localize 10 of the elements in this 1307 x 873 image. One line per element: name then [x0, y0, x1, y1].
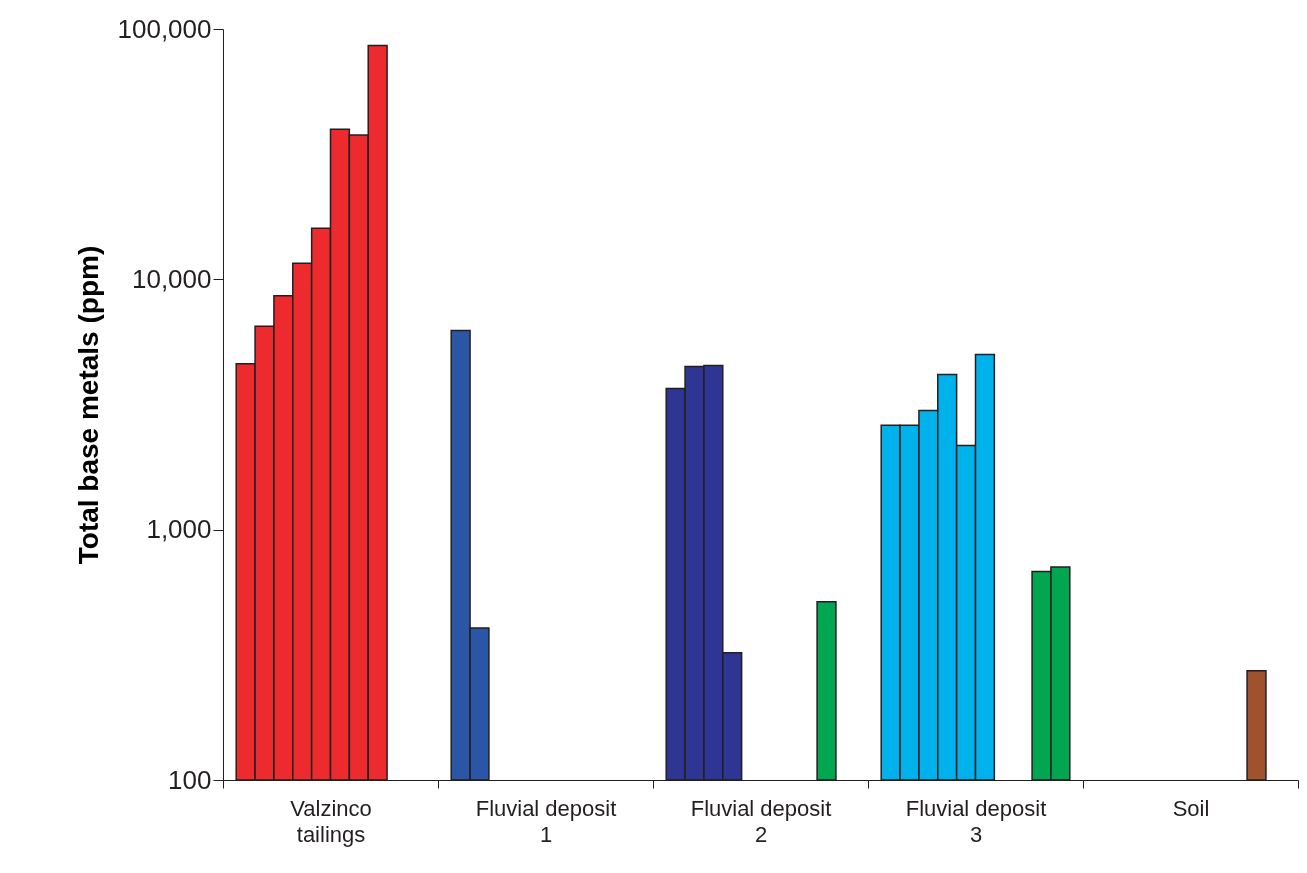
- y-tick-label: 10,000: [131, 263, 212, 294]
- x-tick-label: Fluvial deposit 1: [475, 795, 617, 847]
- y-tick-label: 100,000: [117, 13, 212, 44]
- y-tick-label: 1,000: [146, 514, 212, 545]
- x-tick-label: Valzinco tailings: [290, 795, 372, 847]
- x-tick-label: Soil: [1172, 795, 1210, 821]
- y-axis-title: Total base metals (ppm): [72, 245, 104, 565]
- y-tick-label: 100: [168, 764, 212, 795]
- x-tick-label: Fluvial deposit 2: [690, 795, 832, 847]
- x-tick-label: Fluvial deposit 3: [905, 795, 1047, 847]
